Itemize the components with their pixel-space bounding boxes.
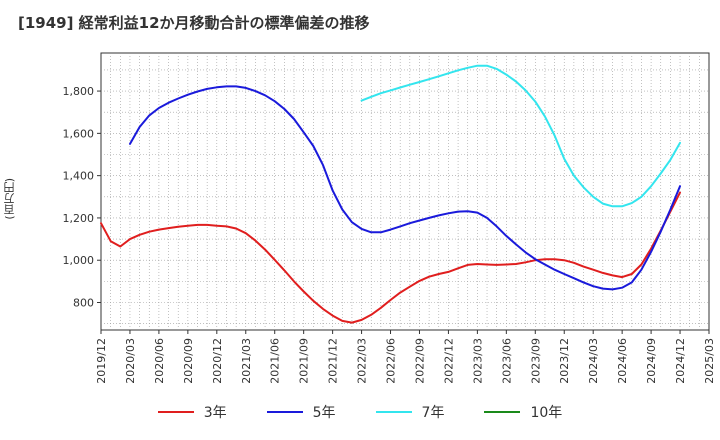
x-tick-label: 2021/03 [240, 338, 253, 384]
x-tick-label: 2020/12 [211, 338, 224, 384]
x-tick-label: 2020/03 [124, 338, 137, 384]
x-tick-label: 2025/03 [703, 338, 716, 384]
x-tick-label: 2022/12 [442, 338, 455, 384]
legend-item: 5年 [266, 402, 336, 422]
legend-item: 3年 [157, 402, 227, 422]
y-tick-label: 1,600 [63, 127, 95, 140]
legend-swatch [484, 411, 521, 413]
legend-label: 7年 [421, 405, 445, 421]
x-tick-label: 2020/09 [182, 338, 195, 384]
x-tick-label: 2024/06 [616, 338, 629, 384]
y-tick-label: 800 [73, 297, 94, 310]
y-tick-label: 1,000 [63, 254, 95, 267]
chart-title: [1949] 経常利益12か月移動合計の標準偏差の推移 [18, 14, 370, 32]
y-tick-label: 1,400 [63, 170, 95, 183]
x-tick-label: 2019/12 [95, 338, 108, 384]
x-tick-label: 2024/09 [645, 338, 658, 384]
y-tick-label: 1,800 [63, 85, 95, 98]
x-tick-label: 2023/09 [529, 338, 542, 384]
x-tick-label: 2021/06 [269, 338, 282, 384]
legend-label: 3年 [203, 405, 227, 421]
series-line-3 [360, 64, 681, 208]
x-tick-label: 2023/03 [471, 338, 484, 384]
legend-swatch [157, 411, 194, 413]
series-layer [100, 64, 681, 324]
x-tick-label: 2022/06 [385, 338, 398, 384]
legend-label: 10年 [530, 405, 563, 421]
legend-swatch [375, 411, 412, 413]
x-tick-label: 2023/06 [500, 338, 513, 384]
legend-item: 10年 [484, 402, 562, 422]
legend: 3年 5年 7年 10年 [0, 402, 720, 422]
y-tick-label: 1,200 [63, 212, 95, 225]
legend-swatch [266, 411, 303, 413]
chart-plot: 2019/12 2020/03 2020/06 2020/09 2020/12 2021/… [63, 52, 716, 384]
legend-label: 5年 [312, 405, 336, 421]
y-axis: 800 1,000 1,200 1,400 1,600 1,800 [63, 85, 101, 310]
x-tick-label: 2023/12 [558, 338, 571, 384]
x-axis: 2019/12 2020/03 2020/06 2020/09 2020/12 2021/… [95, 330, 716, 384]
x-tick-label: 2021/12 [327, 338, 340, 384]
x-tick-label: 2022/09 [413, 338, 426, 384]
series-line-2 [129, 85, 681, 291]
plot-area [100, 52, 710, 331]
x-tick-label: 2021/09 [298, 338, 311, 384]
x-tick-label: 2022/03 [356, 338, 369, 384]
legend-item: 7年 [375, 402, 445, 422]
series-line-1 [100, 191, 681, 324]
x-tick-label: 2024/03 [587, 338, 600, 384]
x-tick-label: 2024/12 [674, 338, 687, 384]
x-tick-label: 2020/06 [153, 338, 166, 384]
